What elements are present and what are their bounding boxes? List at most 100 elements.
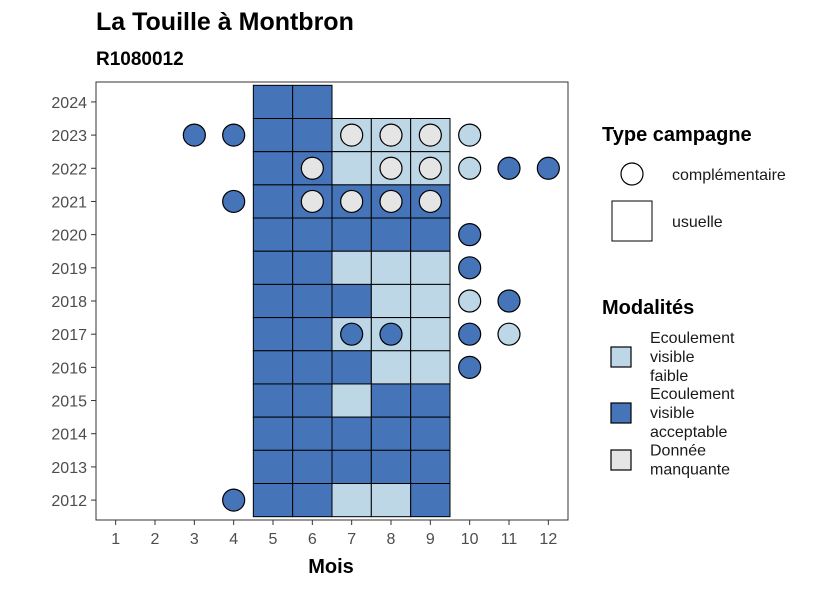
point-2023-8: [379, 123, 403, 147]
legend-type-label-usuelle: usuelle: [672, 214, 723, 231]
point-2022-10: [458, 156, 482, 180]
cell-2019-9: [410, 250, 451, 285]
cell-2013-9: [410, 449, 451, 484]
cell-2014-9: [410, 416, 451, 451]
point-2020-10: [458, 223, 482, 247]
legend-mod-label-acceptable: Ecoulement: [650, 386, 735, 403]
cell-2023-5: [252, 118, 294, 153]
x-tick-label: 11: [501, 531, 518, 548]
legend-mod-label-faible: visible: [650, 349, 695, 366]
x-tick-label: 3: [190, 531, 199, 548]
point-2017-8: [379, 322, 403, 346]
legend-mod-label-faible: Ecoulement: [650, 330, 735, 347]
point-2021-4: [222, 189, 246, 214]
legend-mod-title: Modalités: [602, 297, 694, 319]
y-tick-label: 2024: [51, 95, 87, 112]
x-tick-label: 7: [347, 531, 356, 548]
legend-mod-label-manquante: manquante: [650, 462, 730, 479]
chart-title: La Touille à Montbron: [96, 8, 354, 36]
cell-2020-5: [252, 217, 294, 252]
point-2012-4: [222, 488, 246, 512]
legend-square-key: [611, 200, 653, 242]
cell-2015-6: [292, 383, 333, 418]
y-tick-label: 2020: [51, 228, 87, 245]
cell-2014-5: [252, 416, 294, 451]
cell-2019-5: [252, 250, 294, 285]
point-2016-10: [458, 355, 482, 379]
point-2023-7: [340, 123, 364, 147]
legend-mod-label-acceptable: acceptable: [650, 424, 727, 441]
cell-2022-7: [331, 151, 372, 186]
cell-2016-7: [331, 350, 372, 385]
cell-2020-6: [292, 217, 333, 252]
point-2018-10: [458, 289, 482, 313]
point-2022-12: [536, 156, 560, 180]
cell-2020-7: [331, 217, 372, 252]
point-2022-11: [497, 156, 521, 180]
y-tick-label: 2017: [51, 327, 87, 344]
legend-swatch-faible: [610, 346, 632, 368]
x-tick-label: 2: [151, 531, 160, 548]
point-2021-8: [379, 189, 403, 214]
cell-2012-7: [331, 483, 372, 518]
point-2019-10: [458, 256, 482, 280]
x-tick-label: 1: [111, 531, 120, 548]
cell-2016-6: [292, 350, 333, 385]
legend-modalites: ModalitésEcoulementvisiblefaibleEcouleme…: [602, 297, 735, 479]
cell-2018-7: [331, 283, 372, 319]
y-tick-label: 2012: [51, 493, 87, 510]
cell-2023-6: [292, 118, 333, 153]
y-tick-label: 2013: [51, 460, 87, 477]
cell-2015-7: [331, 383, 372, 418]
cell-2024-6: [292, 84, 333, 120]
x-tick-label: 5: [269, 531, 278, 548]
cell-2017-9: [410, 317, 451, 352]
cell-2017-5: [252, 317, 294, 352]
y-tick-label: 2023: [51, 128, 87, 145]
y-tick-label: 2021: [51, 194, 87, 211]
legend-mod-label-acceptable: visible: [650, 405, 695, 422]
cell-2016-8: [370, 350, 412, 385]
y-tick-label: 2022: [51, 161, 87, 178]
cell-2018-5: [252, 283, 294, 319]
legend-swatch-manquante: [610, 449, 632, 471]
cell-2016-5: [252, 350, 294, 385]
cell-2019-8: [370, 250, 412, 285]
cell-2014-8: [370, 416, 412, 451]
y-tick-label: 2018: [51, 294, 87, 311]
cell-2015-9: [410, 383, 451, 418]
x-axis: 1 2 3 4 5 6 7 8 9 10 11 12: [111, 520, 557, 548]
point-2021-7: [340, 189, 364, 214]
cell-2012-8: [370, 483, 412, 518]
cell-2015-8: [370, 383, 412, 418]
cell-2013-7: [331, 449, 372, 484]
cell-2013-5: [252, 449, 294, 484]
usuelle-cells: [252, 84, 451, 518]
legend-swatch-acceptable: [610, 402, 632, 424]
cell-2018-6: [292, 283, 333, 319]
cell-2017-6: [292, 317, 333, 352]
point-2021-6: [300, 189, 324, 214]
cell-2014-7: [331, 416, 372, 451]
x-tick-label: 6: [308, 531, 317, 548]
cell-2019-6: [292, 250, 333, 285]
point-2022-6: [300, 156, 324, 180]
legend-type-campagne: Type campagne complémentaire usuelle: [602, 124, 786, 242]
complementaire-points: [182, 123, 560, 512]
point-2023-10: [458, 123, 482, 147]
y-tick-label: 2015: [51, 394, 87, 411]
x-tick-label: 10: [461, 531, 479, 548]
point-2023-3: [182, 123, 206, 147]
chart-subtitle: R1080012: [96, 49, 184, 70]
cell-2020-9: [410, 217, 451, 252]
cell-2024-5: [252, 84, 294, 120]
cell-2018-9: [410, 283, 451, 319]
cell-2020-8: [370, 217, 412, 252]
cell-2019-7: [331, 250, 372, 285]
point-2022-8: [379, 156, 403, 180]
legend-mod-label-faible: faible: [650, 368, 688, 385]
cell-2016-9: [410, 350, 451, 385]
cell-2014-6: [292, 416, 333, 451]
point-2023-9: [418, 123, 442, 147]
x-tick-label: 12: [539, 531, 557, 548]
